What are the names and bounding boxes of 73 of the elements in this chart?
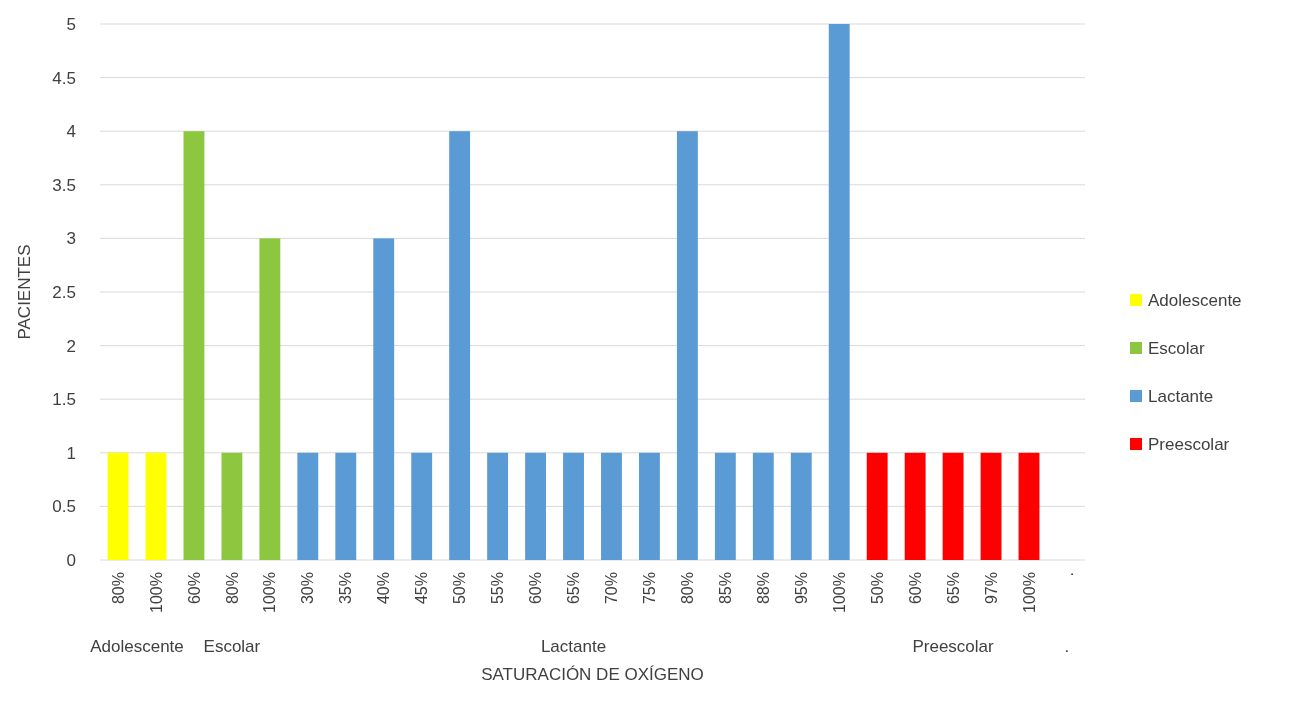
y-tick-label: 3.5 xyxy=(52,175,76,195)
x-tick-label: 60% xyxy=(527,572,545,605)
x-tick-label: 65% xyxy=(565,572,583,605)
bar xyxy=(145,452,167,560)
bar xyxy=(525,452,546,560)
x-tick-label: 100% xyxy=(147,572,165,613)
bar xyxy=(449,131,471,560)
bar xyxy=(563,452,584,560)
text: Adolescente xyxy=(90,637,184,656)
bar xyxy=(828,24,850,560)
y-tick-label: 4.5 xyxy=(52,68,76,88)
bar xyxy=(297,452,319,560)
y-tick-label: 0.5 xyxy=(52,497,76,517)
x-tick-label: 100% xyxy=(830,572,848,613)
bar xyxy=(107,452,129,560)
x-tick-label: 40% xyxy=(375,572,393,605)
bar xyxy=(904,452,926,560)
y-tick-label: 2.5 xyxy=(52,282,76,302)
bar xyxy=(866,452,888,560)
y-tick-label: 1.5 xyxy=(52,390,76,410)
legend-label: Adolescente xyxy=(1148,290,1242,310)
y-tick-label: 5 xyxy=(66,14,76,34)
x-tick-label: 70% xyxy=(603,572,621,605)
x-tick-label: 50% xyxy=(451,572,469,605)
bar xyxy=(411,452,433,560)
x-tick-label: 88% xyxy=(754,572,772,605)
x-tick-label: 100% xyxy=(1020,572,1038,613)
x-tick-label: 35% xyxy=(337,572,355,605)
x-tick-label: 60% xyxy=(185,572,203,605)
x-tick-label: 65% xyxy=(944,572,962,605)
x-tick-label: 45% xyxy=(413,572,431,605)
bar xyxy=(259,238,281,560)
x-tick-label: 97% xyxy=(982,572,1000,605)
x-tick-label: 80% xyxy=(678,572,696,605)
x-tick-label: 60% xyxy=(906,572,924,605)
x-tick-label: 80% xyxy=(223,572,241,605)
text: Preescolar xyxy=(912,637,995,656)
bar xyxy=(335,452,357,560)
x-tick-label: 30% xyxy=(299,572,317,605)
y-tick-label: 4 xyxy=(66,122,76,142)
bar xyxy=(942,452,964,560)
bar xyxy=(752,452,774,560)
bar xyxy=(676,131,698,560)
legend-label: Lactante xyxy=(1148,386,1214,406)
legend-label: Preescolar xyxy=(1148,434,1230,454)
bar xyxy=(1018,452,1040,560)
y-axis-title: PACIENTES xyxy=(15,244,34,340)
bar xyxy=(221,452,243,560)
bar xyxy=(601,452,622,560)
bar xyxy=(980,452,1002,560)
text: . xyxy=(1064,637,1070,656)
x-tick-label: . xyxy=(1058,572,1076,577)
x-tick-label: 80% xyxy=(109,572,127,605)
bar xyxy=(183,131,205,560)
legend-label: Escolar xyxy=(1148,338,1206,358)
y-tick-label: 3 xyxy=(66,229,76,249)
x-tick-label: 50% xyxy=(868,572,886,605)
bar xyxy=(639,452,660,560)
x-tick-label: 100% xyxy=(261,572,279,613)
x-tick-label: 85% xyxy=(716,572,734,605)
x-tick-label: 95% xyxy=(792,572,810,605)
x-tick-label: 75% xyxy=(641,572,659,605)
bar xyxy=(790,452,812,560)
text: Lactante xyxy=(540,637,607,656)
y-tick-label: 1 xyxy=(66,443,76,463)
y-tick-label: 2 xyxy=(66,336,76,356)
x-axis-title: SATURACIÓN DE OXÍGENO xyxy=(481,665,704,684)
bar xyxy=(487,452,509,560)
x-tick-label: 55% xyxy=(489,572,507,605)
bar xyxy=(714,452,736,560)
text: Escolar xyxy=(203,637,261,656)
bar xyxy=(373,238,395,560)
y-tick-label: 0 xyxy=(66,550,76,570)
